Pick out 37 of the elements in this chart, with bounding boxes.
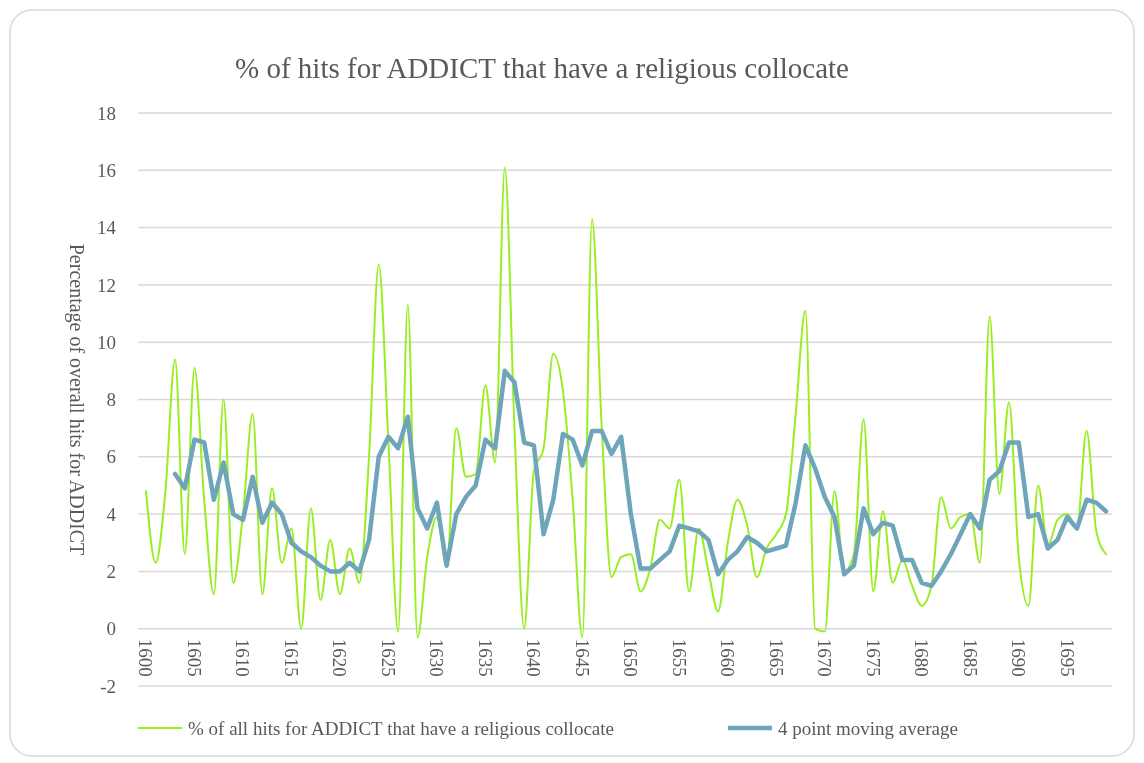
line-series [172, 368, 1109, 588]
y-tick-label: 18 [97, 102, 116, 124]
x-tick-label: 1670 [814, 638, 836, 677]
chart-title: % of hits for ADDICT that have a religious collocate [235, 52, 849, 84]
y-tick-label: 4 [106, 503, 117, 525]
y-tick-label: 0 [106, 618, 116, 640]
x-tick-label: 1640 [523, 638, 545, 677]
legend-label: 4 point moving average [778, 717, 958, 739]
x-tick-label: 1625 [377, 638, 399, 677]
y-axis-title: Percentage of overall hits for ADDICT [65, 243, 88, 556]
y-tick-label: 16 [97, 159, 116, 181]
x-tick-label: 1685 [959, 638, 981, 677]
x-tick-label: 1610 [232, 638, 254, 677]
x-tick-label: 1695 [1056, 638, 1078, 677]
y-tick-label: 12 [97, 274, 116, 296]
x-tick-label: 1615 [280, 638, 302, 677]
x-tick-label: 1605 [183, 638, 205, 677]
x-tick-label: 1660 [717, 638, 739, 677]
x-tick-label: 1680 [911, 638, 933, 677]
x-tick-label: 1645 [571, 638, 593, 677]
x-tick-label: 1650 [620, 638, 642, 677]
line-series [145, 166, 1107, 639]
y-tick-label: 2 [106, 561, 116, 583]
x-tick-label: 1665 [765, 638, 787, 677]
legend-label: % of all hits for ADDICT that have a religious collocate [188, 717, 614, 739]
x-tick-label: 1600 [135, 638, 157, 677]
x-tick-label: 1630 [426, 638, 448, 677]
y-tick-label: 6 [106, 446, 116, 468]
x-tick-label: 1675 [862, 638, 884, 677]
y-tick-label: 10 [97, 331, 116, 353]
x-tick-label: 1635 [474, 638, 496, 677]
x-tick-label: 1690 [1008, 638, 1030, 677]
x-tick-label: 1655 [668, 638, 690, 677]
y-tick-label: 14 [97, 217, 117, 239]
x-tick-label: 1620 [329, 638, 351, 677]
y-tick-label: 8 [106, 389, 116, 411]
y-tick-label: -2 [100, 675, 116, 697]
